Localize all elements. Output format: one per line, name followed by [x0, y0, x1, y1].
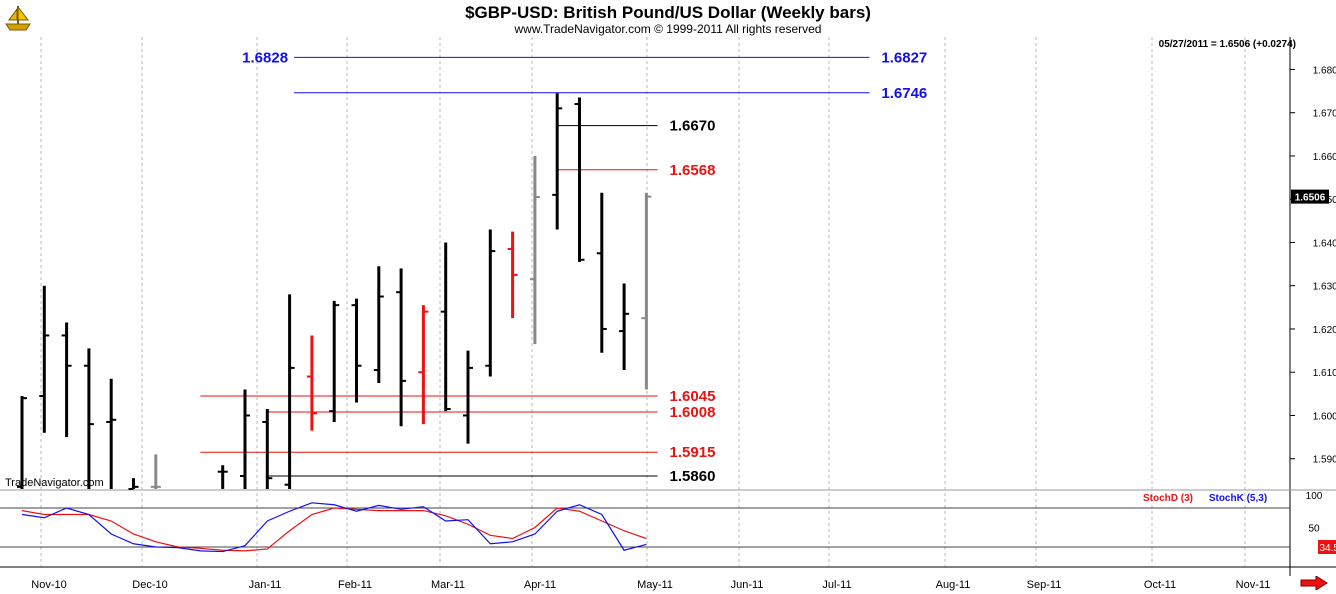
y-tick-label: 1.6600: [1313, 152, 1336, 163]
chart-title: $GBP-USD: British Pound/US Dollar (Weekl…: [465, 3, 871, 22]
x-tick-label: Feb-11: [338, 579, 372, 591]
watermark-text: TradeNavigator.com: [5, 477, 104, 489]
ohlc-bar[interactable]: [351, 298, 362, 403]
x-tick-label: Aug-11: [936, 579, 971, 591]
x-tick-label: Apr-11: [524, 579, 556, 591]
level-label: 1.5860: [670, 468, 716, 485]
x-tick-label: Dec-10: [132, 579, 167, 591]
ohlc-bar[interactable]: [217, 465, 228, 489]
scroll-right-arrow-icon[interactable]: [1300, 576, 1328, 590]
ohlc-bar[interactable]: [574, 97, 585, 262]
ohlc-bar[interactable]: [418, 305, 429, 425]
ohlc-bar[interactable]: [61, 322, 72, 438]
ohlc-bar[interactable]: [440, 242, 451, 412]
stoch-last-value-box: [1318, 540, 1336, 554]
ohlc-bar[interactable]: [39, 285, 50, 433]
ohlc-bar[interactable]: [619, 283, 630, 371]
stoch-y-tick-label: 50: [1308, 524, 1320, 535]
level-label: 1.6568: [670, 162, 716, 179]
last-price-box: [1291, 189, 1329, 204]
ohlc-bar[interactable]: [329, 300, 340, 422]
y-tick-label: 1.6000: [1313, 411, 1336, 422]
ohlc-bar[interactable]: [396, 268, 407, 427]
ohlc-bar[interactable]: [463, 350, 473, 444]
level-label: 1.6670: [670, 118, 716, 135]
stoch-series-line[interactable]: [21, 507, 647, 552]
level-label: 1.6746: [881, 85, 927, 102]
x-tick-label: Mar-11: [431, 579, 465, 591]
y-tick-label: 1.6200: [1313, 325, 1336, 336]
ohlc-bar[interactable]: [552, 93, 563, 230]
ohlc-bar[interactable]: [507, 231, 518, 319]
stoch-legend-entry: StochD (3): [1143, 493, 1193, 504]
y-tick-label: 1.6700: [1313, 109, 1336, 120]
x-tick-label: Sep-11: [1027, 579, 1062, 591]
trade-navigator-ship-logo-icon[interactable]: [2, 2, 34, 34]
ohlc-bar[interactable]: [240, 389, 250, 489]
last-quote-text: 05/27/2011 = 1.6506 (+0.0274): [1159, 39, 1296, 50]
last-price-label: 1.6506: [1295, 193, 1326, 204]
y-tick-label: 1.6400: [1313, 238, 1336, 249]
x-tick-label: Jan-11: [249, 579, 282, 591]
stoch-series-line[interactable]: [21, 502, 647, 553]
ohlc-bar[interactable]: [373, 266, 384, 384]
y-tick-label: 1.5900: [1313, 455, 1336, 466]
ohlc-bar[interactable]: [529, 155, 540, 345]
level-label: 1.6827: [881, 49, 927, 66]
x-tick-label: Oct-11: [1144, 579, 1176, 591]
x-tick-label: May-11: [637, 579, 673, 591]
ohlc-bar[interactable]: [284, 294, 295, 489]
x-tick-label: Jul-11: [822, 579, 851, 591]
y-tick-label: 1.6300: [1313, 282, 1336, 293]
x-tick-label: Nov-10: [31, 579, 66, 591]
y-tick-label: 1.6800: [1313, 65, 1336, 76]
x-tick-label: Jun-11: [731, 579, 764, 591]
ohlc-bar[interactable]: [641, 192, 652, 390]
ohlc-bar[interactable]: [106, 378, 117, 489]
ohlc-bar[interactable]: [83, 348, 94, 489]
ohlc-bar[interactable]: [128, 478, 139, 490]
stoch-legend-entry: StochK (5,3): [1209, 493, 1267, 504]
level-label: 1.5915: [670, 444, 716, 461]
ohlc-bar[interactable]: [262, 408, 273, 489]
level-label: 1.6828: [242, 49, 288, 66]
ohlc-bar[interactable]: [150, 454, 161, 489]
ohlc-bar[interactable]: [17, 396, 27, 489]
level-label: 1.6045: [670, 388, 716, 405]
ohlc-bar[interactable]: [306, 335, 317, 431]
ohlc-bar[interactable]: [596, 192, 607, 353]
level-label: 1.6008: [670, 404, 716, 421]
ohlc-bar[interactable]: [485, 229, 496, 377]
x-tick-label: Nov-11: [1236, 579, 1271, 591]
stoch-y-tick-label: 100: [1306, 491, 1323, 502]
stoch-last-value-label: 34.51: [1319, 543, 1336, 554]
copyright-text: www.TradeNavigator.com © 1999-2011 All r…: [514, 22, 822, 36]
